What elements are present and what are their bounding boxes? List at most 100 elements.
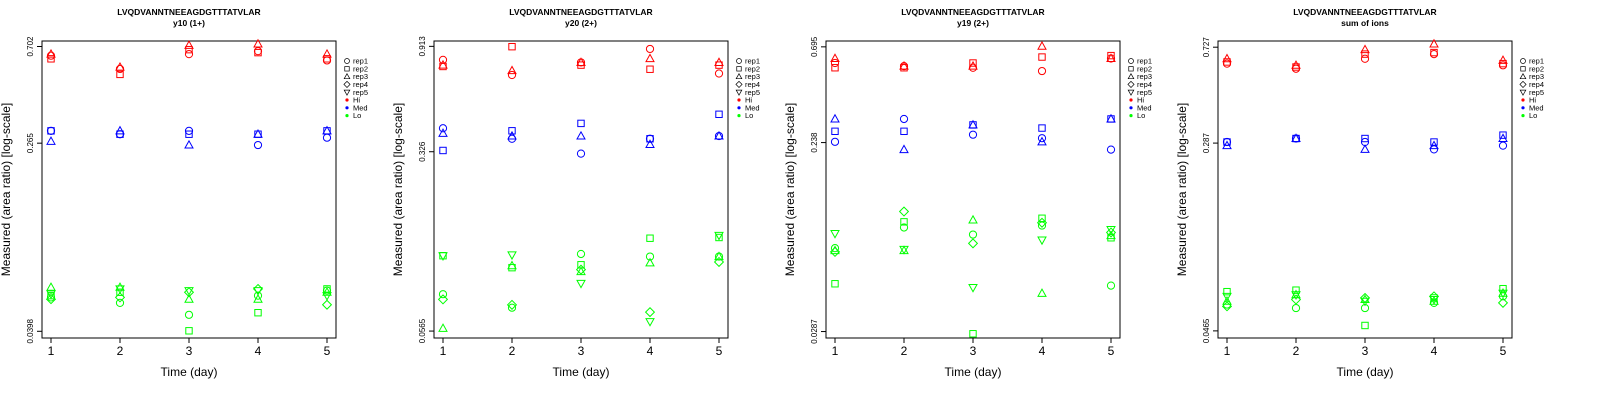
legend-marker-lo bbox=[345, 114, 349, 118]
data-point-hi-rep3 bbox=[899, 60, 909, 70]
y-tick-label: 0.695 bbox=[810, 36, 819, 57]
data-point-lo-rep5 bbox=[1429, 296, 1439, 305]
data-point-hi-rep1 bbox=[1429, 49, 1439, 59]
data-point-hi-rep1 bbox=[253, 47, 263, 56]
y-tick-label: 0.702 bbox=[26, 36, 35, 57]
x-tick-label: 5 bbox=[1108, 344, 1115, 358]
y-tick-label: 0.0398 bbox=[26, 319, 35, 344]
data-point-hi-rep3 bbox=[1106, 53, 1116, 62]
x-axis-label: Time (day) bbox=[553, 365, 610, 379]
data-point-lo-rep1 bbox=[576, 249, 586, 259]
x-tick-label: 4 bbox=[1431, 344, 1438, 358]
data-point-lo-rep4 bbox=[437, 294, 449, 305]
data-point-hi-rep3 bbox=[115, 61, 125, 71]
data-point-hi-rep1 bbox=[968, 63, 978, 72]
legend-marker-rep4 bbox=[1127, 80, 1135, 88]
data-point-lo-rep5 bbox=[645, 318, 655, 327]
data-point-lo-rep4 bbox=[1105, 227, 1117, 238]
data-point-hi-rep1 bbox=[1360, 54, 1370, 63]
data-point-hi-rep2 bbox=[1430, 48, 1438, 57]
data-point-hi-rep3 bbox=[1037, 40, 1047, 50]
legend-marker-rep5 bbox=[1519, 89, 1527, 96]
data-point-hi-rep3 bbox=[507, 65, 517, 75]
data-point-lo-rep1 bbox=[507, 303, 517, 312]
legend-marker-med bbox=[737, 106, 741, 110]
x-axis-label: Time (day) bbox=[945, 365, 1002, 379]
data-point-lo-rep3 bbox=[507, 260, 517, 270]
legend-label-rep1: rep1 bbox=[745, 57, 760, 66]
legend-marker-med bbox=[1129, 106, 1133, 110]
x-tick-label: 1 bbox=[440, 344, 447, 358]
data-point-lo-rep4 bbox=[1221, 301, 1233, 312]
y-tick-label: 0.0287 bbox=[810, 319, 819, 344]
data-point-lo-rep4 bbox=[1290, 294, 1302, 305]
chart-subtitle: y20 (2+) bbox=[565, 18, 597, 28]
data-point-med-rep2 bbox=[577, 119, 585, 128]
legend-marker-med bbox=[345, 106, 349, 110]
data-point-med-rep3 bbox=[1037, 136, 1047, 146]
legend-label-rep3: rep3 bbox=[1529, 72, 1544, 81]
data-point-hi-rep1 bbox=[645, 44, 655, 54]
data-point-lo-rep4 bbox=[1036, 217, 1048, 228]
x-tick-label: 3 bbox=[970, 344, 977, 358]
data-point-lo-rep4 bbox=[183, 287, 195, 298]
data-point-lo-rep2 bbox=[116, 288, 124, 296]
plot-frame bbox=[433, 40, 729, 339]
x-tick-label: 1 bbox=[832, 344, 839, 358]
data-point-lo-rep2 bbox=[1499, 284, 1507, 293]
data-point-hi-rep2 bbox=[47, 55, 55, 63]
legend-marker-lo bbox=[737, 114, 741, 118]
legend-label-lo: Lo bbox=[353, 111, 361, 120]
legend-marker-rep5 bbox=[343, 89, 351, 96]
data-point-med-rep1 bbox=[1106, 145, 1116, 154]
data-point-hi-rep2 bbox=[116, 70, 124, 79]
legend-marker-rep2 bbox=[736, 66, 742, 72]
legend-label-lo: Lo bbox=[745, 111, 753, 120]
data-point-hi-rep3 bbox=[830, 53, 840, 62]
data-point-med-rep2 bbox=[508, 127, 516, 135]
legend-marker-rep2 bbox=[1520, 66, 1526, 72]
data-point-hi-rep3 bbox=[1429, 38, 1439, 48]
legend-label-hi: Hi bbox=[353, 96, 360, 105]
x-tick-label: 3 bbox=[578, 344, 585, 358]
x-tick-label: 4 bbox=[255, 344, 262, 358]
data-point-lo-rep2 bbox=[323, 285, 331, 293]
x-tick-label: 2 bbox=[117, 344, 124, 358]
data-point-med-rep2 bbox=[185, 130, 193, 138]
data-point-med-rep1 bbox=[438, 124, 448, 133]
data-point-lo-rep1 bbox=[968, 230, 978, 239]
y-tick-label: 0.0565 bbox=[418, 318, 427, 343]
data-point-lo-rep2 bbox=[646, 234, 654, 242]
data-point-hi-rep2 bbox=[646, 65, 654, 73]
legend-marker-rep1 bbox=[344, 58, 350, 64]
data-point-lo-rep2 bbox=[900, 218, 908, 226]
y-tick-label: 0.727 bbox=[1202, 37, 1211, 58]
data-point-lo-rep4 bbox=[1359, 292, 1371, 304]
data-point-lo-rep1 bbox=[1106, 281, 1116, 290]
data-point-med-rep3 bbox=[576, 130, 586, 140]
x-tick-label: 1 bbox=[1224, 344, 1231, 358]
data-point-med-rep3 bbox=[1106, 113, 1116, 123]
legend-marker-rep3 bbox=[1127, 72, 1135, 80]
data-point-lo-rep2 bbox=[831, 280, 839, 288]
data-point-med-rep1 bbox=[1037, 134, 1047, 143]
data-point-med-rep3 bbox=[46, 136, 56, 145]
data-point-hi-rep2 bbox=[508, 42, 516, 51]
data-point-lo-rep5 bbox=[1106, 225, 1116, 235]
x-tick-label: 1 bbox=[48, 344, 55, 358]
legend-marker-rep2 bbox=[344, 66, 350, 72]
legend-label-rep4: rep4 bbox=[745, 80, 760, 89]
data-point-lo-rep5 bbox=[968, 283, 978, 293]
data-point-med-rep3 bbox=[1429, 140, 1439, 150]
legend-label-rep5: rep5 bbox=[745, 88, 760, 97]
data-point-lo-rep5 bbox=[438, 252, 448, 261]
data-point-med-rep3 bbox=[115, 125, 125, 135]
data-point-lo-rep2 bbox=[969, 330, 977, 338]
legend-label-rep5: rep5 bbox=[1137, 88, 1152, 97]
data-point-lo-rep3 bbox=[1291, 289, 1301, 299]
data-point-hi-rep3 bbox=[253, 38, 263, 48]
data-point-lo-rep3 bbox=[899, 245, 909, 255]
legend-marker-rep1 bbox=[1128, 58, 1134, 64]
data-point-lo-rep1 bbox=[253, 291, 263, 300]
